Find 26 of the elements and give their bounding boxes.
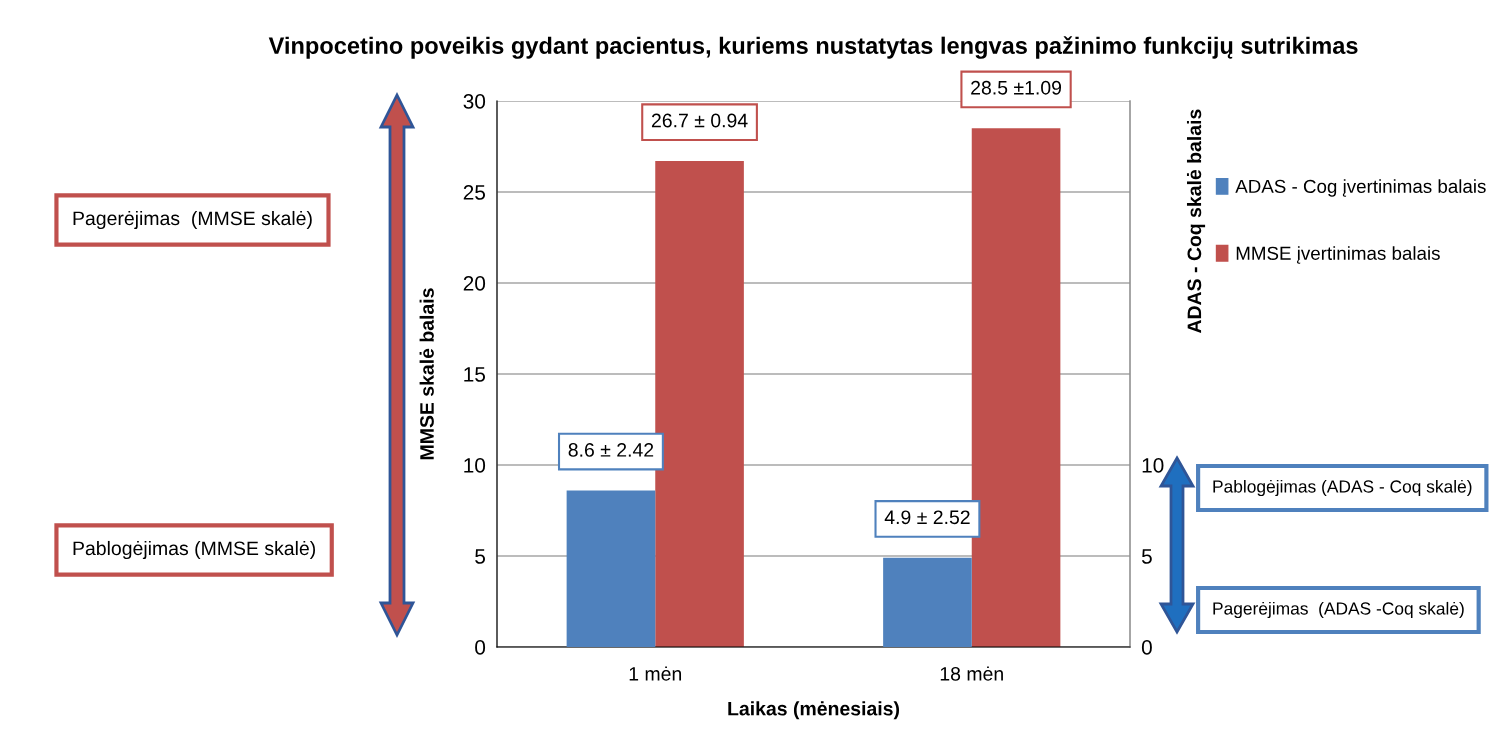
data-label: 28.5 ±1.09: [971, 80, 1062, 95]
y-axis-title: MMSE skalė balais: [419, 288, 434, 460]
y2-axis-title: ADAS - Coq skalė balais: [1186, 109, 1206, 334]
y2-tick-label: 5: [1141, 549, 1152, 564]
chart-title: Vinpocetino poveikis gydant pacientus, kuriems nustatytas lengvas pažinimo funkcijų sutrikimas: [268, 36, 1358, 59]
x-tick-label: 18 mėn: [940, 666, 1003, 681]
y-tick-label: 30: [463, 94, 486, 109]
y2-tick-label: 0: [1141, 640, 1152, 655]
legend-label: ADAS - Cog įvertinimas balais: [1235, 179, 1486, 197]
legend-label: MMSE įvertinimas balais: [1236, 246, 1440, 264]
y-tick-label: 15: [464, 367, 486, 382]
data-label: 8.6 ± 2.42: [568, 443, 654, 457]
x-axis-title: Laikas (mėnesiais): [728, 701, 900, 720]
text: Pablogėjimas (MMSE skalė): [73, 540, 316, 560]
data-label: 26.7 ± 0.94: [651, 113, 748, 128]
text: Pagerėjimas (MMSE skalė): [73, 210, 312, 230]
text: Pablogėjimas (ADAS - Coq skalė): [1213, 479, 1472, 497]
y-tick-label: 20: [463, 276, 486, 291]
y-tick-label: 5: [475, 549, 486, 564]
text: Pagerėjimas (ADAS -Coq skalė): [1213, 601, 1464, 619]
y-tick-label: 10: [464, 458, 486, 473]
x-tick-label: 1 mėn: [629, 666, 682, 681]
data-label: 4.9 ± 2.52: [884, 510, 970, 525]
y-tick-label: 25: [463, 185, 486, 200]
y-tick-label: 0: [475, 640, 486, 655]
y2-tick-label: 10: [1142, 458, 1164, 473]
